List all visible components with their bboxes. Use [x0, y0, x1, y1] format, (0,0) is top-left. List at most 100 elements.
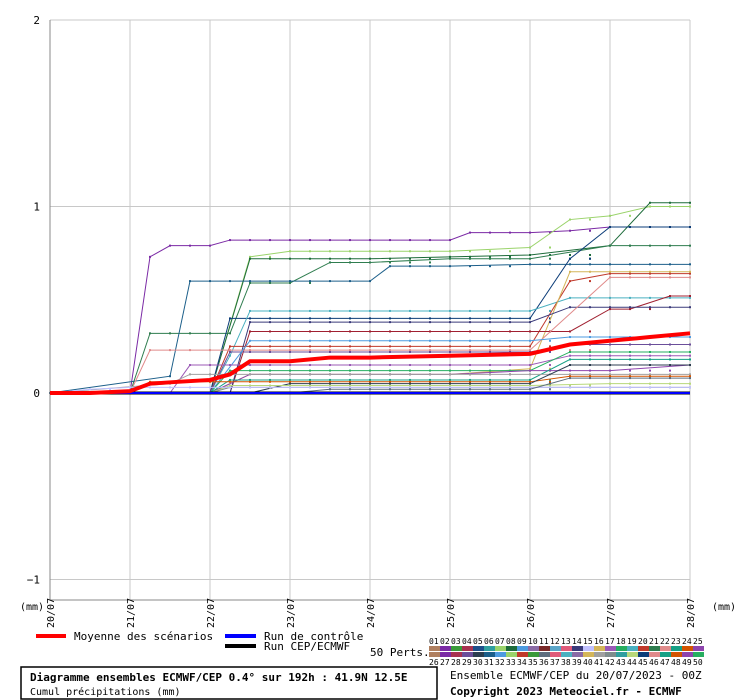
member-point [469, 373, 471, 376]
x-tick-label: 23/07 [286, 598, 297, 628]
pert-label: 04 [462, 637, 472, 646]
member-point [569, 229, 571, 232]
member-point [249, 280, 251, 283]
member-point [369, 350, 371, 353]
pert-swatch [462, 652, 473, 657]
member-point [689, 295, 691, 298]
member-point [609, 350, 611, 353]
member-point [349, 280, 351, 283]
pert-swatch [473, 646, 484, 651]
member-point [309, 309, 311, 312]
member-point [649, 308, 651, 311]
member-point [509, 384, 511, 387]
member-point [309, 349, 311, 352]
member-point [229, 350, 231, 353]
member-point [309, 317, 311, 320]
member-point [429, 380, 431, 383]
member-point [449, 321, 451, 324]
member-point [689, 386, 691, 389]
pert-swatch [429, 646, 440, 651]
pert-label: 15 [583, 637, 593, 646]
pert-swatch [451, 646, 462, 651]
member-point [549, 367, 551, 370]
pert-swatch [440, 652, 451, 657]
member-point [529, 369, 531, 372]
pert-swatch [506, 652, 517, 657]
member-point [569, 218, 571, 221]
member-point [609, 343, 611, 346]
member-point [329, 382, 331, 385]
member-point [569, 306, 571, 309]
pert-label: 26 [429, 658, 439, 667]
member-point [249, 373, 251, 376]
member-point [629, 377, 631, 380]
member-point [529, 378, 531, 381]
pert-swatch [671, 646, 682, 651]
footer-run-info: Ensemble ECMWF/CEP du 20/07/2023 - 00Z [450, 669, 702, 682]
member-point [329, 321, 331, 324]
member-point [169, 349, 171, 352]
member-point [169, 375, 171, 378]
member-point [149, 386, 151, 389]
member-point [409, 317, 411, 320]
member-point [449, 330, 451, 333]
member-point [589, 358, 591, 361]
member-point [389, 339, 391, 342]
member-point [669, 373, 671, 376]
pert-swatch [473, 652, 484, 657]
x-tick-label: 28/07 [686, 598, 697, 628]
member-point [449, 380, 451, 383]
member-point [229, 349, 231, 352]
member-point [389, 369, 391, 372]
member-point [649, 350, 651, 353]
y-tick-label: 0 [33, 387, 40, 400]
member-point [469, 317, 471, 320]
member-point [649, 244, 651, 247]
member-point [389, 382, 391, 385]
member-point [689, 382, 691, 385]
pert-swatch [649, 646, 660, 651]
member-point [209, 373, 211, 376]
member-point [549, 321, 551, 324]
member-point [469, 330, 471, 333]
member-point [409, 384, 411, 387]
member-point [329, 309, 331, 312]
member-point [409, 349, 411, 352]
legend-label-cep: Run CEP/ECMWF [264, 640, 350, 653]
member-point [229, 332, 231, 335]
member-point [669, 306, 671, 309]
member-point [429, 257, 431, 260]
pert-label: 27 [440, 658, 450, 667]
member-point [689, 350, 691, 353]
member-point [329, 317, 331, 320]
member-point [349, 257, 351, 260]
member-point [589, 386, 591, 389]
member-point [129, 386, 131, 389]
footer-title-box [20, 666, 438, 700]
member-point [629, 369, 631, 372]
member-point [689, 377, 691, 380]
member-point [149, 349, 151, 352]
member-point [269, 239, 271, 242]
member-point [249, 330, 251, 333]
member-point [589, 354, 591, 357]
member-point [429, 321, 431, 324]
member-point [569, 369, 571, 372]
pert-label: 28 [451, 658, 461, 667]
pert-swatch [671, 652, 682, 657]
member-point [469, 364, 471, 367]
member-point [269, 349, 271, 352]
member-point [349, 309, 351, 312]
member-point [649, 354, 651, 357]
pert-label: 49 [682, 658, 692, 667]
member-point [669, 272, 671, 275]
member-point [349, 378, 351, 381]
member-point [329, 345, 331, 348]
pert-swatch [616, 646, 627, 651]
member-point [609, 263, 611, 266]
member-point [549, 246, 551, 249]
member-point [389, 388, 391, 391]
legend-label-mean: Moyenne des scénarios [74, 630, 213, 643]
member-point [289, 309, 291, 312]
member-point [489, 350, 491, 353]
